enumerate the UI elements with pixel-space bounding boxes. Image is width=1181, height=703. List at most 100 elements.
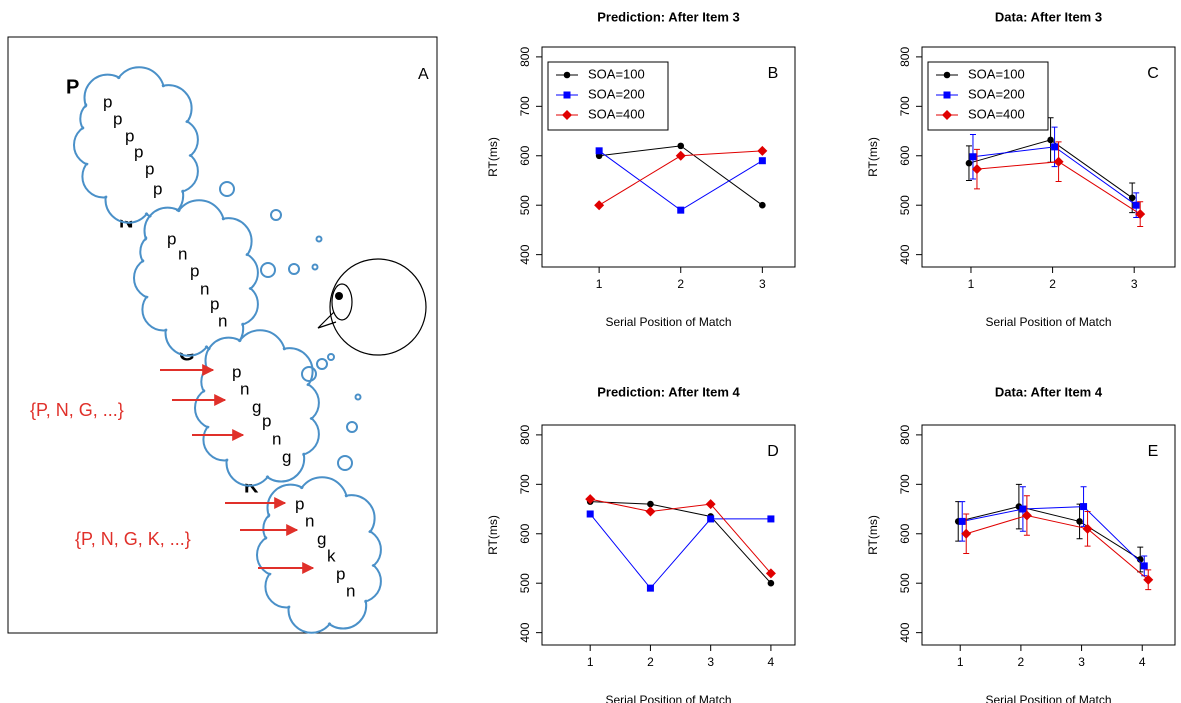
cloud [256, 476, 382, 634]
point [1140, 562, 1148, 570]
cloud-letter: p [336, 564, 345, 583]
legend-label: SOA=100 [968, 66, 1025, 81]
plot-frame [541, 46, 796, 268]
point [677, 206, 685, 214]
point [1019, 505, 1027, 513]
point [646, 584, 654, 592]
cloud-fill [198, 306, 242, 350]
cloud-letter: p [295, 494, 304, 513]
series-line [962, 506, 1145, 567]
legend-label: SOA=400 [968, 106, 1025, 121]
y-tick-label: 800 [518, 47, 532, 67]
x-tick-label: 1 [968, 277, 975, 291]
cloud-fill [217, 367, 299, 449]
point [585, 494, 596, 505]
point [647, 500, 654, 508]
cloud-letter: g [282, 447, 291, 466]
point [1076, 518, 1083, 525]
x-tick-label: 2 [677, 277, 684, 291]
legend-marker [562, 110, 572, 120]
series-line [966, 514, 1149, 581]
cloud-letter: p [190, 261, 199, 280]
point [765, 568, 776, 579]
chart-title: Data: After Item 4 [995, 384, 1103, 399]
y-tick-label: 600 [898, 523, 912, 543]
y-axis-label: RT(ms) [866, 515, 880, 555]
cloud-fill [138, 173, 182, 217]
cloud-letter: p [113, 109, 122, 128]
point [1047, 136, 1054, 144]
legend-label: SOA=200 [968, 86, 1025, 101]
legend-label: SOA=400 [588, 106, 645, 121]
x-tick-label: 2 [1018, 655, 1025, 669]
y-tick-label: 700 [518, 96, 532, 116]
series-line [958, 506, 1141, 560]
cloud-letter: k [327, 546, 336, 565]
legend-label: SOA=200 [588, 86, 645, 101]
point [969, 153, 977, 161]
x-axis-label: Serial Position of Match [985, 315, 1111, 329]
chart: Prediction: After Item 4 D Serial Position… [486, 384, 796, 703]
cloud-letter: n [346, 581, 355, 600]
x-tick-label: 3 [1078, 655, 1085, 669]
point [1051, 143, 1059, 151]
plot-frame [921, 424, 1176, 646]
cloud-fill [156, 237, 238, 319]
point [595, 147, 603, 155]
y-tick-label: 400 [898, 622, 912, 642]
cloud-letter: p [232, 362, 241, 381]
diagram: A P N G K {P, N, G, ...} {P, N, G, K, ..… [7, 36, 438, 634]
point [1080, 503, 1088, 511]
thought-bubble [315, 235, 323, 243]
thought-bubble [270, 209, 282, 221]
point [757, 145, 768, 156]
panel-label: D [767, 443, 779, 460]
x-axis-label: Serial Position of Match [605, 693, 731, 703]
cloud-letter: p [167, 229, 176, 248]
cloud-title: P [66, 76, 79, 98]
y-tick-label: 400 [518, 622, 532, 642]
y-axis-label: RT(ms) [866, 137, 880, 177]
point [677, 142, 685, 150]
legend-marker [943, 91, 951, 99]
x-tick-label: 4 [1139, 655, 1146, 669]
y-axis-label: RT(ms) [486, 137, 500, 177]
panel-label: C [1147, 65, 1159, 82]
point [594, 200, 605, 211]
y-tick-label: 600 [518, 145, 532, 165]
y-tick-label: 600 [518, 523, 532, 543]
thought-bubble [327, 353, 335, 361]
thought-bubble [301, 366, 317, 382]
cloud-letter: p [134, 142, 143, 161]
x-tick-label: 2 [1049, 277, 1056, 291]
x-tick-label: 1 [587, 655, 594, 669]
cloud-fill [259, 436, 303, 480]
x-tick-label: 1 [596, 277, 603, 291]
series-line [589, 513, 771, 589]
y-tick-label: 600 [898, 145, 912, 165]
point [759, 201, 766, 209]
panel-label: B [768, 65, 779, 82]
x-axis-label: Serial Position of Match [985, 693, 1111, 703]
legend-marker [563, 91, 571, 99]
point [767, 515, 775, 523]
legend-marker [563, 71, 571, 79]
cloud-fill [321, 583, 365, 628]
x-tick-label: 2 [647, 655, 654, 669]
y-tick-label: 700 [898, 96, 912, 116]
point [961, 528, 972, 539]
point [965, 159, 973, 167]
cloud-letter: p [145, 159, 154, 178]
chart-title: Prediction: After Item 3 [597, 9, 740, 24]
set-label: {P, N, G, ...} [30, 400, 124, 420]
legend-marker [943, 71, 951, 79]
chart: Prediction: After Item 3 B Serial Position… [486, 9, 796, 329]
point [707, 515, 715, 523]
cloud [73, 66, 199, 224]
thought-bubble [288, 263, 300, 275]
x-tick-label: 1 [957, 655, 964, 669]
point [1053, 156, 1064, 167]
head [329, 258, 427, 356]
plot-frame [921, 46, 1176, 268]
